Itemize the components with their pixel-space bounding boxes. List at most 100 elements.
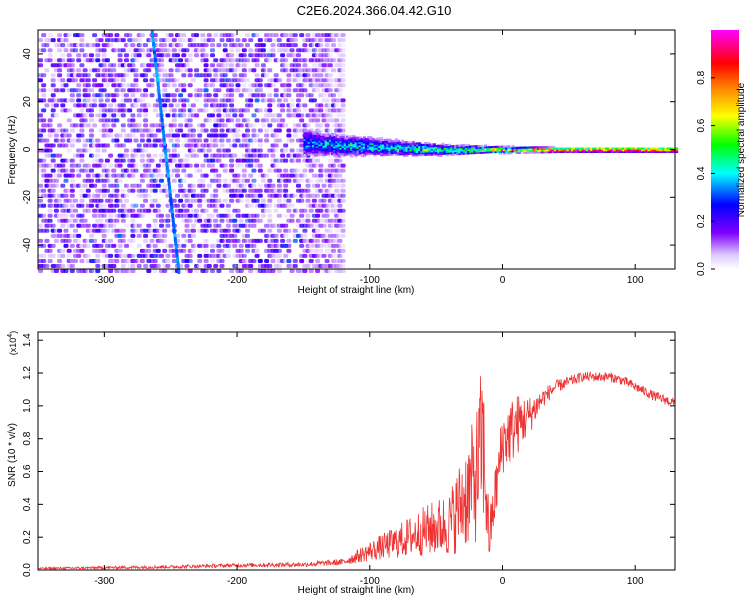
spectrogram-cell [47,48,53,53]
spectrogram-cell [172,229,176,235]
spectrogram-cell [377,150,381,153]
spectrogram-cell [238,198,244,203]
spectrogram-cell [305,73,311,78]
spectrogram-cell [307,148,311,151]
spectrogram-cell [307,141,311,144]
spectrogram-cell [66,33,72,38]
spectrogram-cell [339,145,343,148]
spectrogram-cell [260,178,266,183]
spectrogram-cell [403,144,407,147]
spectrogram-cell [216,113,222,118]
spectrogram-cell [362,136,367,139]
spectrogram-cell [373,151,377,154]
spectrogram-cell [407,149,411,152]
spectrogram-cell [235,128,241,133]
spectrogram-cell [53,88,59,93]
spectrogram-cell [270,183,276,188]
spectrogram-cell [289,218,295,223]
spectrogram-cell [432,148,437,151]
spectrogram-cell [339,150,343,154]
spectrogram-cell [73,78,78,83]
spectrogram-cell [340,103,346,108]
spectrogram-cell [598,147,602,150]
spectrogram-cell [229,88,235,93]
spectrogram-cell [232,223,238,228]
spectrogram-cell [309,149,313,152]
spectrogram-cell [146,248,152,253]
spectrogram-cell [176,257,179,262]
spectrogram-cell [117,143,123,148]
spectrogram-cell [175,78,180,83]
spectrogram-cell [47,148,53,153]
spectrogram-cell [181,53,187,58]
spectrogram-cell [225,208,231,213]
spectrogram-cell [320,140,324,143]
spectrogram-cell [289,103,295,108]
spectrogram-cell [511,148,515,151]
spectrogram-cell [187,93,193,98]
spectrogram-cell [171,38,177,43]
spectrogram-cell [426,152,430,155]
spectrogram-cell [432,151,437,154]
spectrogram-cell [331,93,336,98]
spectrogram-cell [305,130,309,133]
spectrogram-cell [133,73,139,78]
spectrogram-cell [76,173,82,178]
spectrogram-cell [413,142,417,145]
spectrogram-cell [308,238,314,243]
spectrogram-cell [108,178,114,183]
spectrogram-cell [225,148,231,153]
spectrogram-cell [577,147,581,150]
spectrogram-cell [413,144,417,147]
spectrogram-cell [500,150,505,153]
spectrogram-cell [413,145,417,148]
spectrogram-cell [60,88,66,93]
spectrogram-cell [50,83,56,88]
spectrogram-cell [174,245,178,251]
spectrogram-cell [441,152,445,155]
spectrogram-cell [273,73,279,78]
spectrogram-cell [670,150,674,153]
spectrogram-cell [426,146,430,150]
spectrogram-cell [481,151,485,154]
spectrogram-cell [407,141,411,144]
spectrogram-cell [171,259,177,263]
spectrogram-cell [264,173,270,178]
spectrogram-cell [609,149,613,152]
spectrogram-cell [299,118,305,123]
spectrogram-cell [670,149,674,152]
spectrogram-cell [200,38,206,43]
spectrogram-cell [503,145,507,148]
spectrogram-cell [435,151,439,154]
spectrogram-cell [276,264,282,268]
spectrogram-cell [47,53,53,58]
spectrogram-cell [331,146,335,149]
spectrogram-cell [660,147,664,150]
spectrogram-cell [675,147,679,150]
spectrogram-cell [331,132,335,135]
spectrogram-cell [340,48,346,53]
spectrogram-cell [439,152,443,156]
spectrogram-cell [303,143,307,146]
spectrogram-cell [309,131,313,134]
spectrogram-cell [311,146,316,149]
spectrogram-cell [238,269,244,273]
spectrogram-cell [200,48,206,53]
spectrogram-cell [76,238,82,243]
spectrogram-cell [47,213,53,218]
spectrogram-cell [273,238,279,243]
spectrogram-cell [356,153,360,156]
spectrogram-cell [333,151,337,154]
spectrogram-cell [401,149,405,152]
spectrogram-cell [649,150,653,153]
spectrogram-cell [522,149,526,153]
spectrogram-cell [164,153,168,159]
spectrogram-cell [257,143,263,148]
snr-y-tick-label: 0.6 [22,464,33,478]
spectrogram-cell [238,163,244,168]
spectrogram-cell [382,143,386,147]
spectrogram-cell [426,145,430,148]
spectrogram-cell [311,134,316,137]
spectrogram-cell [283,58,289,63]
spectrogram-cell [454,153,458,156]
